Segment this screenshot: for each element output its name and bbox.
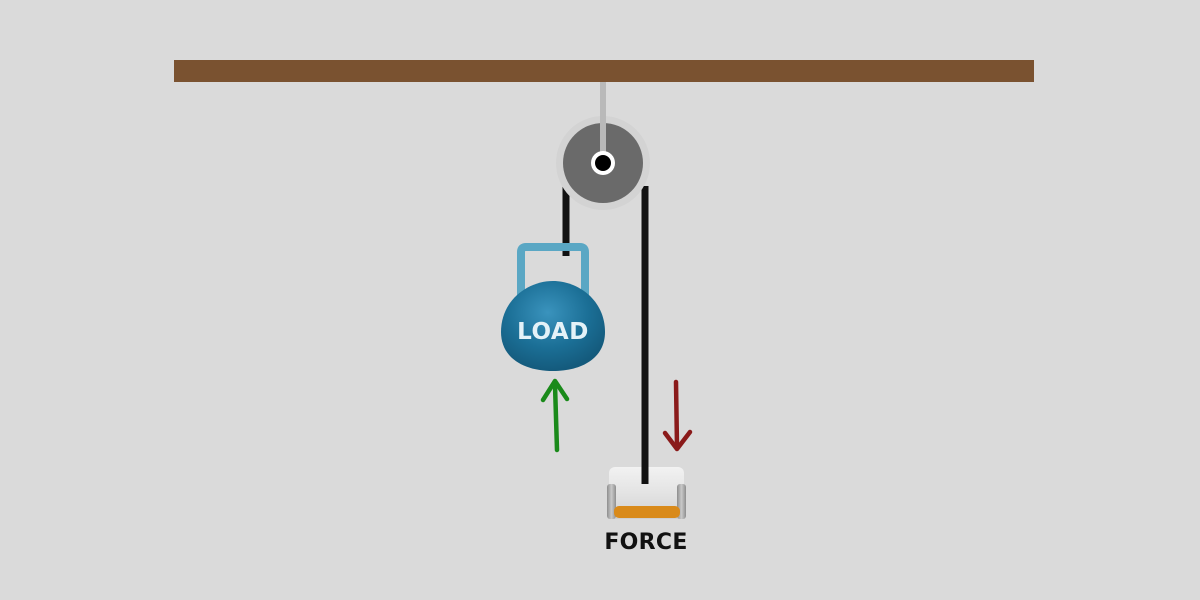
handle-grip xyxy=(614,506,680,518)
arrow-up-icon xyxy=(540,378,570,453)
kettlebell-weight-icon: LOAD xyxy=(501,243,605,371)
load-label: LOAD xyxy=(517,319,589,345)
force-label: FORCE xyxy=(604,530,687,555)
pulley-wheel-icon xyxy=(556,82,650,210)
arrow-down-icon xyxy=(662,379,693,452)
pull-handle-icon xyxy=(607,467,686,519)
ceiling-beam-icon xyxy=(174,60,1034,82)
